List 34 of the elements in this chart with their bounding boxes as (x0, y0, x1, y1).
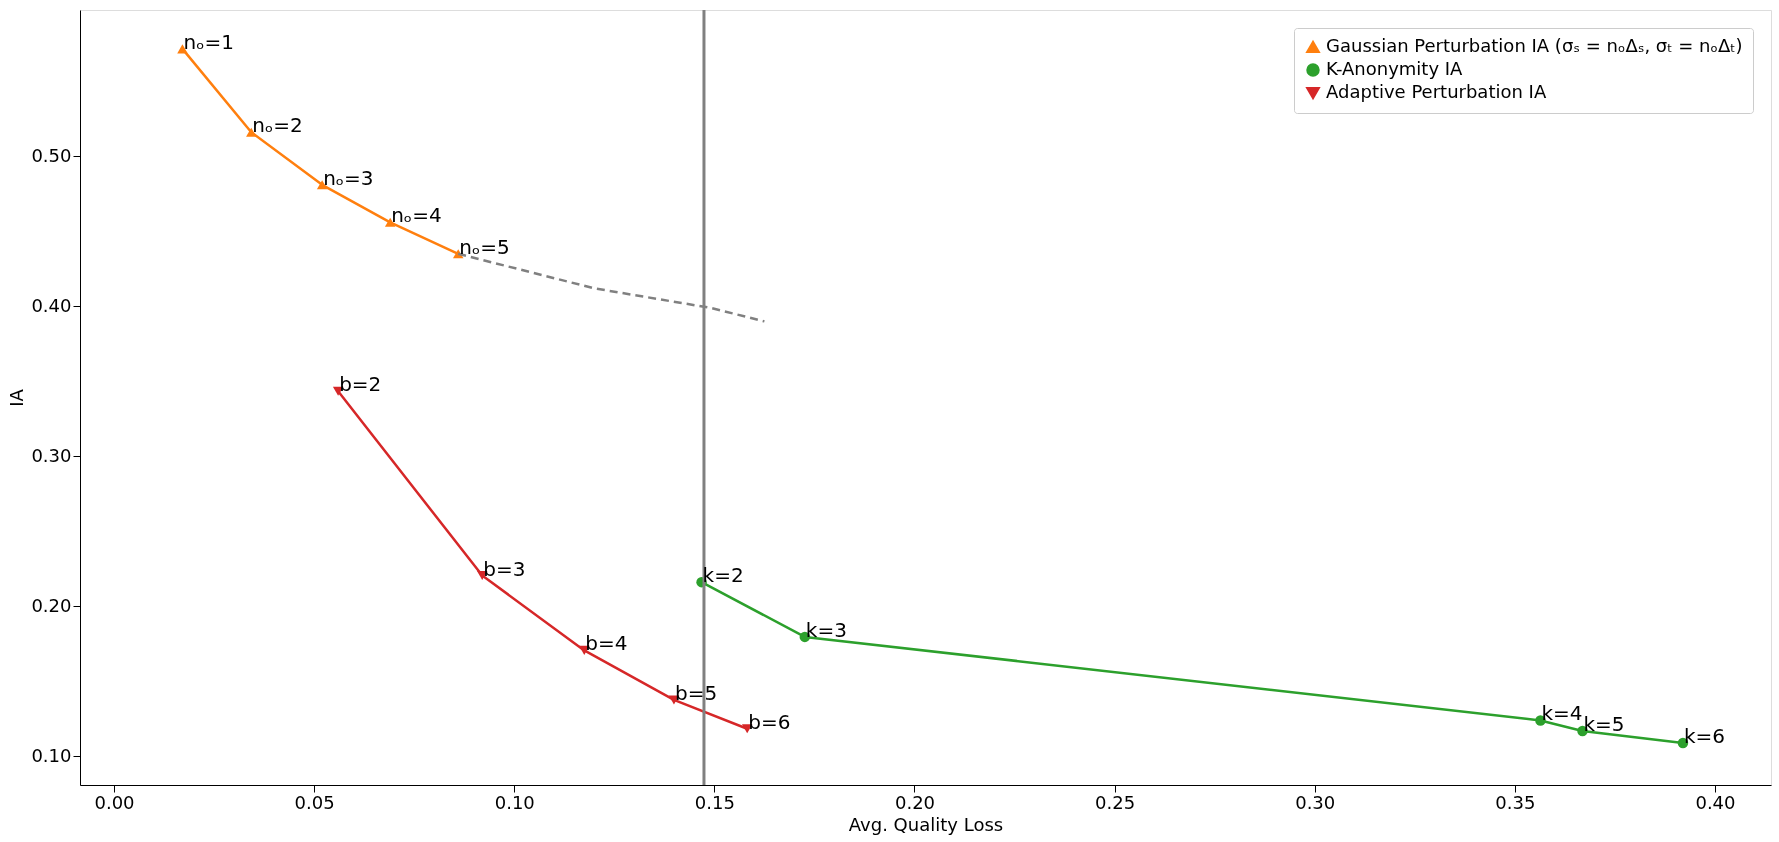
x-tick-label: 0.40 (1695, 791, 1736, 813)
x-tick-label: 0.30 (1295, 791, 1336, 813)
x-tick-label: 0.35 (1495, 791, 1536, 813)
annotation: b=2 (339, 372, 382, 397)
annotation: k=3 (805, 617, 847, 642)
y-tick-label: 0.50 (31, 144, 72, 166)
legend-label: Adaptive Perturbation IA (1326, 81, 1547, 102)
annotation: k=4 (1541, 701, 1583, 726)
annotation: b=3 (483, 556, 526, 581)
annotation: nₒ=5 (459, 234, 510, 259)
y-axis-title: IA (6, 388, 28, 407)
annotation: b=6 (748, 709, 791, 734)
x-tick-label: 0.00 (94, 791, 135, 813)
annotation: nₒ=3 (323, 165, 374, 190)
y-tick-label: 0.30 (31, 444, 72, 466)
annotation: k=2 (702, 563, 744, 588)
y-tick-label: 0.40 (31, 294, 72, 316)
annotation: b=5 (674, 680, 718, 705)
annotation: nₒ=4 (391, 203, 442, 228)
y-tick-label: 0.10 (31, 744, 72, 766)
x-tick-label: 0.20 (894, 791, 936, 813)
legend-label: Gaussian Perturbation IA (σₛ = nₒΔₛ, σₜ = nₒΔₜ) (1326, 35, 1743, 56)
x-tick-label: 0.10 (494, 791, 535, 813)
x-tick-label: 0.05 (294, 791, 335, 813)
annotation: b=4 (585, 631, 628, 656)
annotation: nₒ=1 (183, 29, 234, 54)
x-tick-label: 0.15 (694, 791, 735, 813)
x-tick-label: 0.25 (1095, 791, 1136, 813)
legend-label: K-Anonymity IA (1326, 58, 1464, 79)
y-tick-label: 0.20 (31, 594, 72, 616)
annotation: k=6 (1683, 723, 1726, 748)
x-axis-title: Avg. Quality Loss (848, 813, 1004, 835)
annotation: nₒ=2 (252, 113, 303, 138)
annotation: k=5 (1583, 711, 1625, 736)
